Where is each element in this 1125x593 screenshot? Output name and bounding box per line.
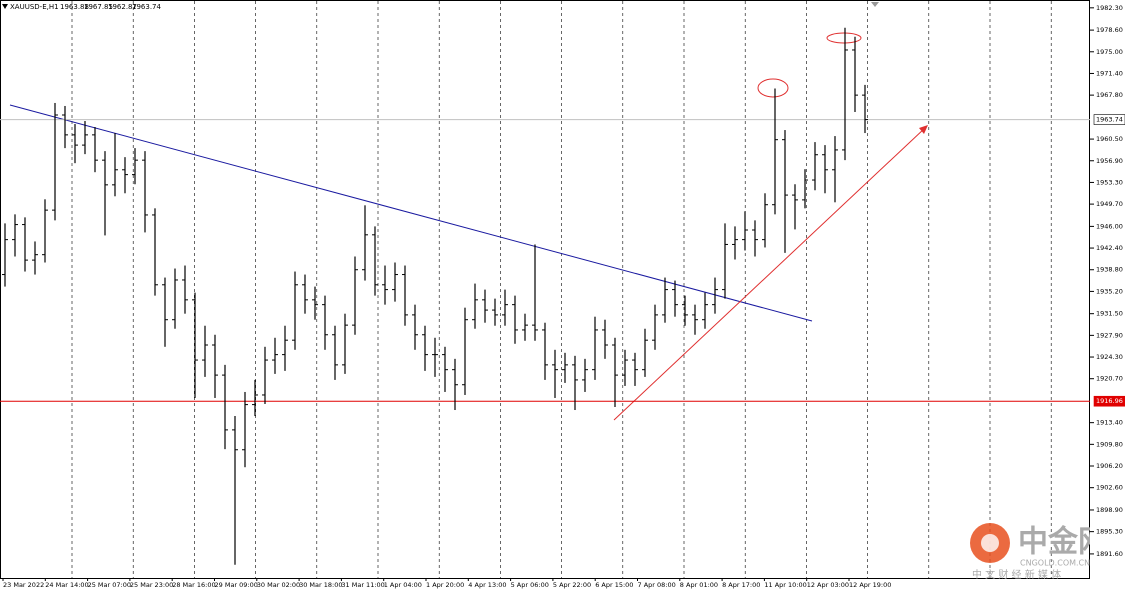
x-tick-label: 5 Apr 06:00 — [511, 581, 549, 589]
y-tick-label: 1906.20 — [1096, 462, 1123, 470]
x-tick-label: 1 Apr 20:00 — [426, 581, 464, 589]
symbol-label: XAUUSD-E,H1 — [10, 3, 59, 11]
x-tick-label: 25 Mar 23:00 — [130, 581, 173, 589]
y-tick-label: 1935.20 — [1096, 287, 1123, 295]
x-tick-label: 25 Mar 07:00 — [88, 581, 131, 589]
x-tick-label: 12 Apr 03:00 — [807, 581, 849, 589]
highlight-ellipse — [757, 78, 789, 98]
logo-inner — [981, 534, 999, 552]
watermark-tagline: 中 文 财 经 新 媒 体 — [972, 568, 1061, 581]
y-tick-label: 1891.60 — [1096, 550, 1123, 558]
y-tick-label: 1920.70 — [1096, 375, 1123, 383]
y-tick-label: 1956.90 — [1096, 157, 1123, 165]
y-tick-label: 1971.40 — [1096, 69, 1123, 77]
y-tick-label: 1924.30 — [1096, 353, 1123, 361]
x-tick-label: 23 Mar 2022 — [3, 581, 44, 589]
vertical-grid — [71, 1, 1052, 578]
x-tick-label: 28 Mar 16:00 — [172, 581, 215, 589]
y-tick-label: 1913.40 — [1096, 419, 1123, 427]
x-tick-label: 31 Mar 11:00 — [341, 581, 384, 589]
y-tick-label: 1898.90 — [1096, 506, 1123, 514]
y-tick-label: 1931.50 — [1096, 310, 1123, 318]
price-level-box — [1093, 114, 1125, 125]
y-tick-label: 1909.80 — [1096, 440, 1123, 448]
y-tick-label: 1946.00 — [1096, 222, 1123, 230]
highlight-ellipse — [826, 32, 862, 44]
watermark-site: CNGOLD.COM.CN — [1020, 559, 1090, 568]
trend-arrow-up — [613, 127, 926, 421]
y-tick-label: 1953.30 — [1096, 178, 1123, 186]
y-tick-label: 1942.40 — [1096, 244, 1123, 252]
trend-line-down — [9, 104, 813, 322]
x-tick-label: 8 Apr 17:00 — [722, 581, 760, 589]
x-tick-label: 24 Mar 14:00 — [45, 581, 88, 589]
x-tick-label: 30 Mar 02:00 — [257, 581, 300, 589]
x-tick-label: 12 Apr 19:00 — [849, 581, 891, 589]
y-tick-label: 1902.60 — [1096, 484, 1123, 492]
x-tick-label: 4 Apr 13:00 — [468, 581, 506, 589]
plot-frame — [0, 0, 1090, 579]
x-tick-label: 11 Apr 10:00 — [764, 581, 806, 589]
y-tick-label: 1967.80 — [1096, 91, 1123, 99]
price-axis — [1090, 0, 1125, 593]
x-tick-label: 7 Apr 08:00 — [638, 581, 676, 589]
menu-arrow[interactable] — [2, 4, 8, 9]
arrow-head — [919, 125, 928, 134]
x-tick-label: 30 Mar 18:00 — [299, 581, 342, 589]
x-tick-label: 6 Apr 15:00 — [595, 581, 633, 589]
y-tick-label: 1960.50 — [1096, 135, 1123, 143]
y-tick-label: 1978.60 — [1096, 26, 1123, 34]
header-close: 1963.74 — [132, 3, 161, 11]
shift-marker — [871, 2, 879, 7]
y-tick-label: 1895.30 — [1096, 528, 1123, 536]
price-level-box — [1093, 395, 1125, 407]
x-tick-label: 5 Apr 22:00 — [553, 581, 591, 589]
price-level-label: 1963.74 — [1096, 116, 1123, 124]
y-tick-label: 1949.70 — [1096, 200, 1123, 208]
header-open: 1963.88 — [60, 3, 89, 11]
x-tick-label: 8 Apr 01:00 — [680, 581, 718, 589]
y-tick-label: 1927.90 — [1096, 331, 1123, 339]
y-tick-label: 1975.00 — [1096, 48, 1123, 56]
y-tick-label: 1938.80 — [1096, 266, 1123, 274]
header-high: 1967.85 — [84, 3, 113, 11]
y-tick-label: 1982.30 — [1096, 4, 1123, 12]
x-tick-label: 29 Mar 09:00 — [215, 581, 258, 589]
header-low: 1962.87 — [108, 3, 137, 11]
x-tick-label: 1 Apr 04:00 — [384, 581, 422, 589]
price-level-label: 1916.96 — [1096, 397, 1123, 405]
